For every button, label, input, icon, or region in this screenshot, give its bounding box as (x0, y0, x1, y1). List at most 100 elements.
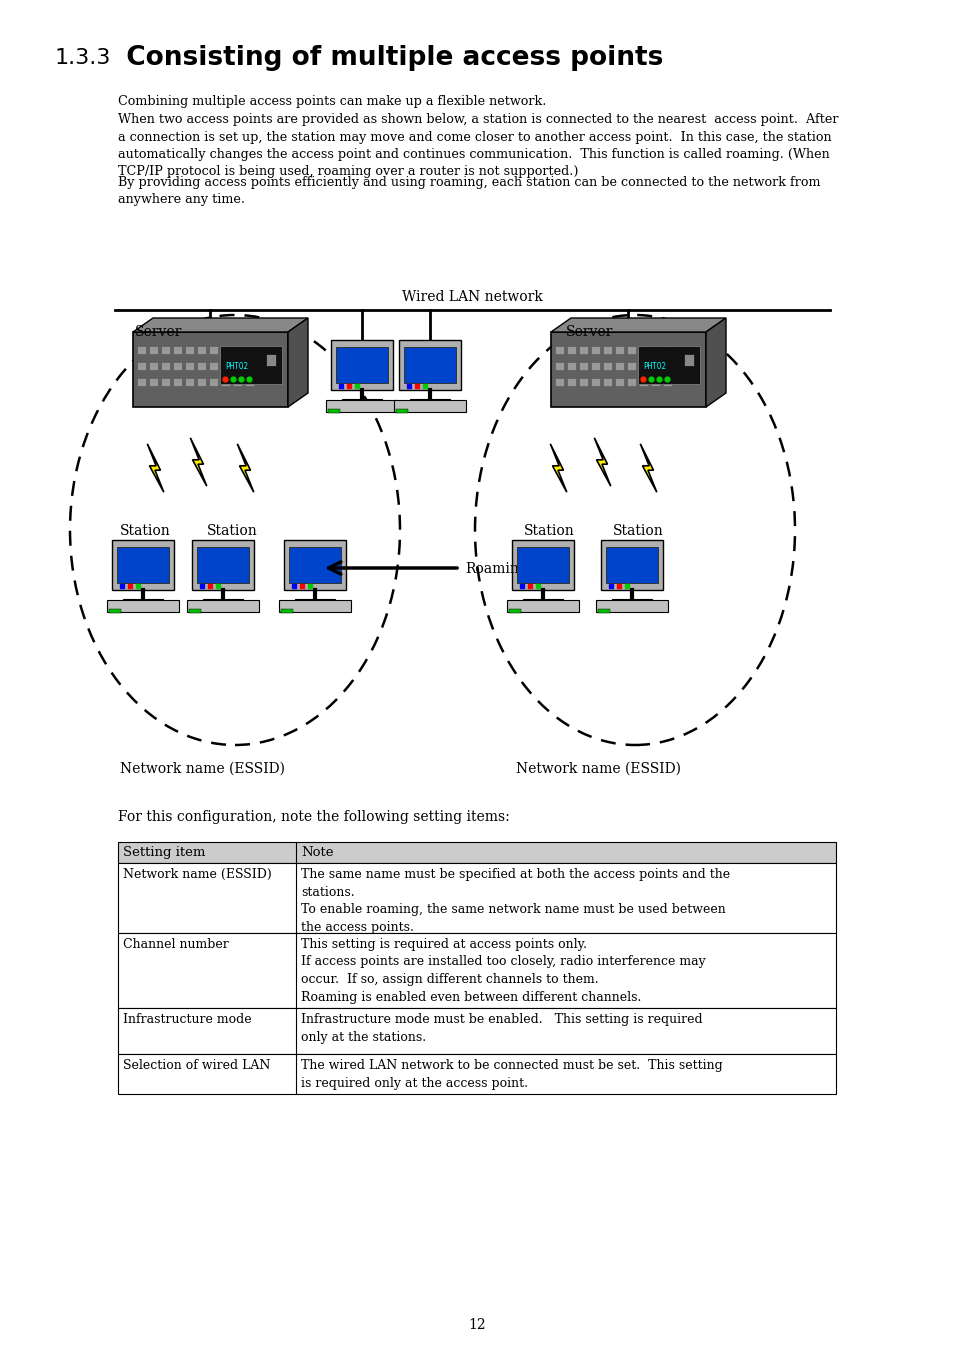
Bar (615, 362, 623, 370)
Bar (245, 362, 253, 370)
Bar (590, 362, 599, 370)
Bar (137, 346, 146, 354)
Text: Station: Station (207, 524, 257, 538)
Bar (189, 609, 201, 613)
Text: Server: Server (565, 326, 613, 339)
Bar (118, 934, 835, 1008)
Bar (555, 346, 563, 354)
Text: Station: Station (613, 524, 663, 538)
Text: Infrastructure mode: Infrastructure mode (123, 1013, 252, 1025)
Bar (328, 409, 339, 413)
Text: Roaming: Roaming (464, 562, 527, 576)
Bar (602, 378, 612, 386)
Bar (192, 540, 253, 590)
Bar (185, 362, 193, 370)
Bar (566, 378, 576, 386)
Bar (626, 362, 636, 370)
Bar (578, 346, 587, 354)
Bar (185, 346, 193, 354)
Bar (233, 378, 242, 386)
Bar (109, 609, 121, 613)
Text: Wired LAN network: Wired LAN network (401, 290, 542, 304)
Bar (203, 598, 243, 604)
Bar (294, 598, 335, 604)
Bar (266, 354, 275, 366)
Text: PHTO2: PHTO2 (225, 362, 248, 372)
Polygon shape (237, 443, 253, 492)
Bar (605, 547, 658, 584)
Bar (289, 547, 340, 584)
Bar (341, 399, 381, 404)
Bar (221, 346, 230, 354)
Polygon shape (639, 443, 656, 492)
Bar (590, 346, 599, 354)
Text: Network name (ESSID): Network name (ESSID) (120, 762, 285, 775)
Bar (209, 346, 218, 354)
Text: For this configuration, note the following setting items:: For this configuration, note the followi… (118, 811, 509, 824)
Bar (331, 340, 393, 390)
Bar (185, 378, 193, 386)
Polygon shape (594, 438, 610, 486)
Bar (137, 378, 146, 386)
Bar (161, 378, 170, 386)
Bar (187, 600, 258, 612)
Bar (196, 378, 206, 386)
Text: Infrastructure mode must be enabled.   This setting is required
only at the stat: Infrastructure mode must be enabled. Thi… (301, 1013, 702, 1043)
Bar (600, 540, 662, 590)
Bar (555, 378, 563, 386)
Bar (335, 347, 388, 382)
Bar (650, 378, 659, 386)
Bar (650, 362, 659, 370)
Bar (196, 547, 249, 584)
Bar (245, 378, 253, 386)
Bar (137, 362, 146, 370)
Bar (566, 362, 576, 370)
Polygon shape (147, 443, 164, 492)
Bar (149, 362, 158, 370)
Bar (278, 600, 351, 612)
Bar (149, 378, 158, 386)
Bar (639, 346, 647, 354)
Bar (639, 378, 647, 386)
Bar (118, 842, 835, 863)
Bar (123, 598, 163, 604)
Bar (509, 609, 520, 613)
Bar (517, 547, 568, 584)
Bar (410, 399, 450, 404)
Bar (394, 400, 465, 412)
Text: Station: Station (523, 524, 574, 538)
Bar (196, 346, 206, 354)
Bar (626, 378, 636, 386)
Bar (662, 346, 671, 354)
Bar (112, 540, 173, 590)
Bar (221, 362, 230, 370)
Text: Setting item: Setting item (123, 846, 205, 859)
Text: Note: Note (301, 846, 334, 859)
Bar (118, 863, 835, 934)
Text: PHTO2: PHTO2 (642, 362, 665, 372)
Bar (551, 332, 705, 407)
Bar (220, 346, 282, 384)
Bar (522, 598, 562, 604)
Polygon shape (550, 443, 566, 492)
Bar (209, 378, 218, 386)
Bar (602, 362, 612, 370)
Bar (590, 378, 599, 386)
Text: 1.3.3: 1.3.3 (55, 49, 112, 68)
Bar (626, 346, 636, 354)
Bar (172, 346, 182, 354)
Text: Selection of wired LAN: Selection of wired LAN (123, 1059, 270, 1071)
Bar (118, 1008, 835, 1054)
Polygon shape (190, 438, 207, 486)
Bar (602, 346, 612, 354)
Polygon shape (288, 317, 308, 407)
Text: 12: 12 (468, 1319, 485, 1332)
Text: Network name (ESSID): Network name (ESSID) (123, 867, 272, 881)
Text: The wired LAN network to be connected must be set.  This setting
is required onl: The wired LAN network to be connected mu… (301, 1059, 722, 1089)
Bar (326, 400, 397, 412)
Bar (612, 598, 651, 604)
Bar (209, 362, 218, 370)
Bar (615, 378, 623, 386)
Bar (117, 547, 169, 584)
Bar (245, 346, 253, 354)
